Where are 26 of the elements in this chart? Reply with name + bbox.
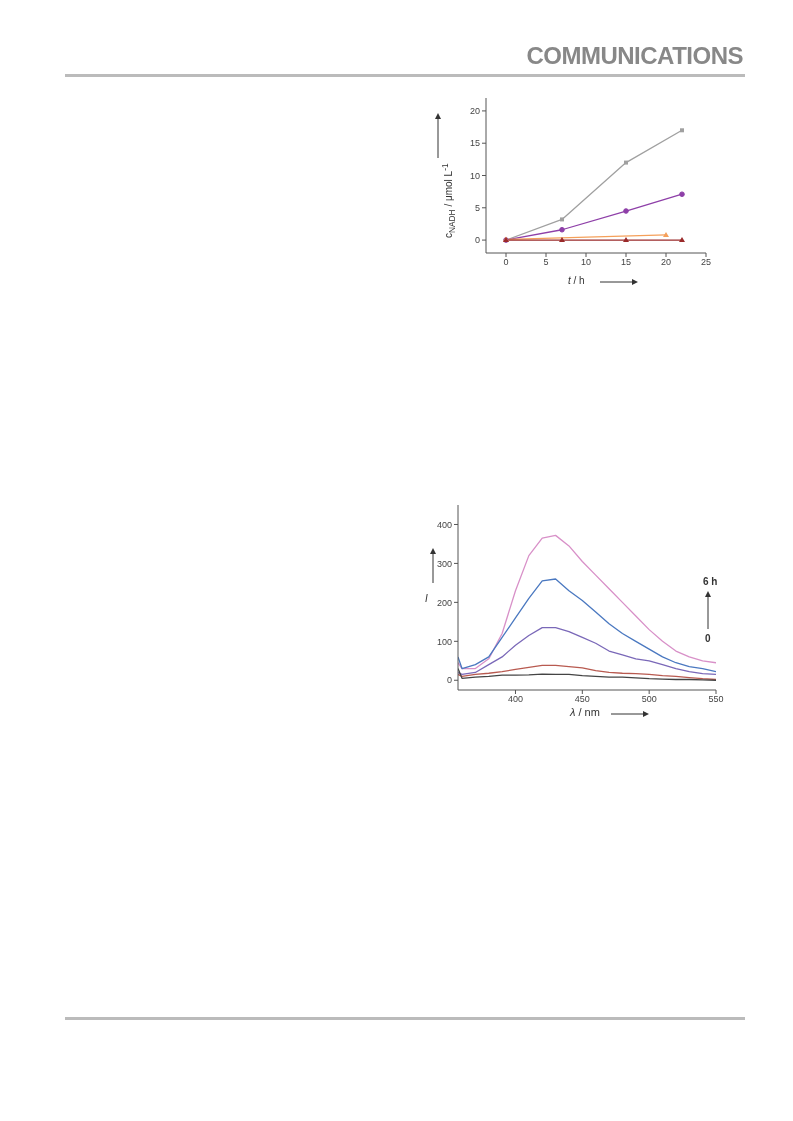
x-tick-label: 20 — [660, 257, 672, 268]
y-tick-label: 400 — [436, 519, 452, 530]
y-tick-label: 200 — [436, 597, 452, 608]
x-tick-label: 10 — [580, 257, 592, 268]
y-tick-label: 0 — [446, 675, 452, 686]
annotation: 6 h — [703, 576, 718, 587]
x-axis-title: t / h — [568, 275, 585, 286]
annotation: 0 — [705, 633, 711, 644]
x-tick-label: 550 — [708, 694, 724, 705]
x-tick-label: 500 — [641, 694, 657, 705]
y-tick-label: 10 — [469, 170, 480, 181]
x-tick-label: 5 — [543, 257, 549, 268]
x-tick-label: 450 — [574, 694, 590, 705]
y-tick-label: 5 — [474, 202, 480, 213]
x-axis-title: λ / nm — [570, 706, 600, 718]
x-tick-label: 400 — [507, 694, 523, 705]
x-tick-label: 0 — [503, 257, 509, 268]
y-tick-label: 0 — [474, 235, 480, 246]
y-tick-label: 100 — [436, 636, 452, 647]
x-tick-label: 15 — [620, 257, 632, 268]
x-tick-label: 25 — [700, 257, 712, 268]
y-axis-title: I — [425, 593, 428, 604]
y-tick-label: 20 — [469, 106, 480, 117]
y-tick-label: 300 — [436, 558, 452, 569]
text: COMMUNICATIONS — [526, 42, 743, 70]
y-tick-label: 15 — [469, 138, 480, 149]
